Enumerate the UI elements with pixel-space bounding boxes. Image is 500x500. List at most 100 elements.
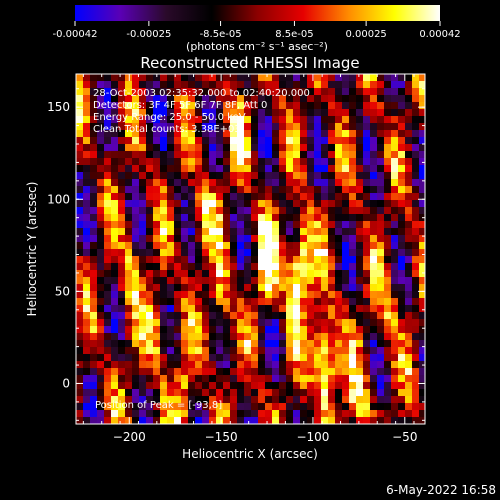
heatmap-cell xyxy=(125,417,133,424)
heatmap-cell xyxy=(244,389,252,397)
heatmap-cell xyxy=(139,347,147,355)
heatmap-cell xyxy=(300,340,308,348)
heatmap-cell xyxy=(104,354,112,362)
heatmap-cell xyxy=(209,88,217,96)
heatmap-cell xyxy=(286,165,294,173)
heatmap-cell xyxy=(286,137,294,145)
heatmap-cell xyxy=(342,382,350,390)
heatmap-cell xyxy=(97,354,105,362)
heatmap-cell xyxy=(412,214,420,222)
heatmap-cell xyxy=(265,249,273,257)
heatmap-cell xyxy=(153,403,161,411)
heatmap-cell xyxy=(391,263,399,271)
heatmap-cell xyxy=(258,305,266,313)
heatmap-cell xyxy=(83,417,91,424)
heatmap-cell xyxy=(125,249,133,257)
heatmap-cell xyxy=(419,116,425,124)
heatmap-cell xyxy=(209,277,217,285)
heatmap-cell xyxy=(328,403,336,411)
heatmap-cell xyxy=(209,319,217,327)
heatmap-cell xyxy=(209,81,217,89)
heatmap-cell xyxy=(328,298,336,306)
heatmap-cell xyxy=(251,186,259,194)
heatmap-cell xyxy=(307,137,315,145)
heatmap-cell xyxy=(377,207,385,215)
heatmap-cell xyxy=(97,74,105,82)
heatmap-cell xyxy=(76,95,84,103)
heatmap-cell xyxy=(405,228,413,236)
heatmap-cell xyxy=(195,277,203,285)
heatmap-cell xyxy=(188,319,196,327)
heatmap-cell xyxy=(181,207,189,215)
heatmap-cell xyxy=(363,298,371,306)
heatmap-cell xyxy=(111,137,119,145)
heatmap-cell xyxy=(76,389,84,397)
heatmap-cell xyxy=(272,361,280,369)
heatmap-cell xyxy=(370,291,378,299)
heatmap-cell xyxy=(328,95,336,103)
heatmap-cell xyxy=(125,319,133,327)
heatmap-cell xyxy=(419,382,425,390)
heatmap-cell xyxy=(314,263,322,271)
heatmap-cell xyxy=(251,368,259,376)
heatmap-cell xyxy=(328,81,336,89)
heatmap-cell xyxy=(125,347,133,355)
heatmap-cell xyxy=(76,249,84,257)
heatmap-cell xyxy=(97,130,105,138)
heatmap-cell xyxy=(104,263,112,271)
heatmap-cell xyxy=(97,151,105,159)
heatmap-cell xyxy=(412,291,420,299)
heatmap-cell xyxy=(349,137,357,145)
heatmap-cell xyxy=(160,249,168,257)
heatmap-cell xyxy=(265,298,273,306)
heatmap-cell xyxy=(349,88,357,96)
heatmap-cell xyxy=(272,249,280,257)
heatmap-cell xyxy=(272,403,280,411)
heatmap-cell xyxy=(272,333,280,341)
heatmap-cell xyxy=(307,151,315,159)
heatmap-cell xyxy=(223,382,231,390)
heatmap-cell xyxy=(181,179,189,187)
heatmap-cell xyxy=(244,347,252,355)
heatmap-cell xyxy=(307,277,315,285)
heatmap-cell xyxy=(230,242,238,250)
heatmap-cell xyxy=(258,130,266,138)
heatmap-cell xyxy=(188,186,196,194)
heatmap-cell xyxy=(216,417,224,424)
heatmap-cell xyxy=(293,130,301,138)
heatmap-cell xyxy=(97,207,105,215)
heatmap-cell xyxy=(90,298,98,306)
heatmap-cell xyxy=(279,221,287,229)
heatmap-cell xyxy=(265,165,273,173)
heatmap-cell xyxy=(125,179,133,187)
heatmap-cell xyxy=(398,270,406,278)
heatmap-cell xyxy=(356,130,364,138)
heatmap-cell xyxy=(286,312,294,320)
heatmap-cell xyxy=(307,235,315,243)
heatmap-cell xyxy=(363,354,371,362)
heatmap-cell xyxy=(300,228,308,236)
heatmap-cell xyxy=(412,361,420,369)
heatmap-cell xyxy=(258,389,266,397)
heatmap-cell xyxy=(258,74,266,82)
heatmap-cell xyxy=(223,228,231,236)
heatmap-cell xyxy=(118,116,126,124)
heatmap-cell xyxy=(174,340,182,348)
heatmap-cell xyxy=(314,242,322,250)
heatmap-cell xyxy=(419,109,425,117)
heatmap-cell xyxy=(216,88,224,96)
heatmap-cell xyxy=(335,263,343,271)
heatmap-cell xyxy=(356,375,364,383)
heatmap-cell xyxy=(76,361,84,369)
heatmap-cell xyxy=(160,312,168,320)
heatmap-cell xyxy=(300,263,308,271)
heatmap-cell xyxy=(279,186,287,194)
heatmap-cell xyxy=(356,88,364,96)
heatmap-cell xyxy=(195,340,203,348)
heatmap-cell xyxy=(300,347,308,355)
heatmap-cell xyxy=(167,235,175,243)
heatmap-cell xyxy=(342,207,350,215)
heatmap-cell xyxy=(412,144,420,152)
heatmap-cell xyxy=(251,165,259,173)
heatmap-cell xyxy=(321,410,329,418)
